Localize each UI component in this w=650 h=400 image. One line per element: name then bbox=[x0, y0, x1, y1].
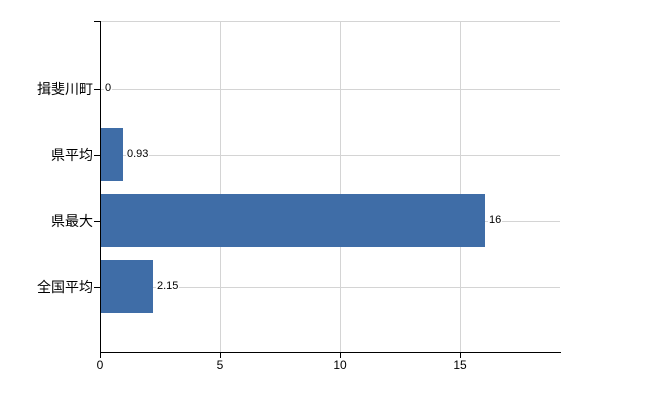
bar bbox=[101, 128, 123, 181]
y-axis-edge-tick bbox=[94, 21, 101, 22]
value-label: 2.15 bbox=[156, 280, 180, 293]
row-gridline bbox=[101, 89, 560, 90]
x-tick-label: 10 bbox=[333, 358, 347, 372]
plot-top-border bbox=[101, 21, 560, 22]
y-axis-line bbox=[100, 21, 101, 353]
x-axis-tick bbox=[340, 353, 341, 358]
y-axis-tick bbox=[94, 89, 101, 90]
x-tick-label: 5 bbox=[216, 358, 224, 372]
y-axis-tick bbox=[94, 287, 101, 288]
category-label: 揖斐川町 bbox=[37, 81, 93, 97]
category-label: 県最大 bbox=[51, 213, 93, 229]
row-gridline bbox=[101, 287, 560, 288]
bar bbox=[101, 260, 153, 313]
value-label: 16 bbox=[488, 214, 503, 227]
category-label: 県平均 bbox=[51, 147, 93, 163]
value-label: 0.93 bbox=[126, 148, 150, 161]
vertical-gridline bbox=[460, 22, 461, 352]
vertical-gridline bbox=[340, 22, 341, 352]
x-axis-tick bbox=[100, 353, 101, 358]
x-axis-line bbox=[100, 352, 561, 353]
x-axis-tick bbox=[460, 353, 461, 358]
bar bbox=[101, 194, 485, 247]
x-tick-label: 15 bbox=[453, 358, 467, 372]
x-axis-tick bbox=[220, 353, 221, 358]
category-label: 全国平均 bbox=[37, 279, 93, 295]
vertical-gridline bbox=[220, 22, 221, 352]
row-gridline bbox=[101, 155, 560, 156]
y-axis-tick bbox=[94, 155, 101, 156]
value-label: 0 bbox=[104, 82, 113, 95]
y-axis-tick bbox=[94, 221, 101, 222]
x-tick-label: 0 bbox=[96, 358, 104, 372]
